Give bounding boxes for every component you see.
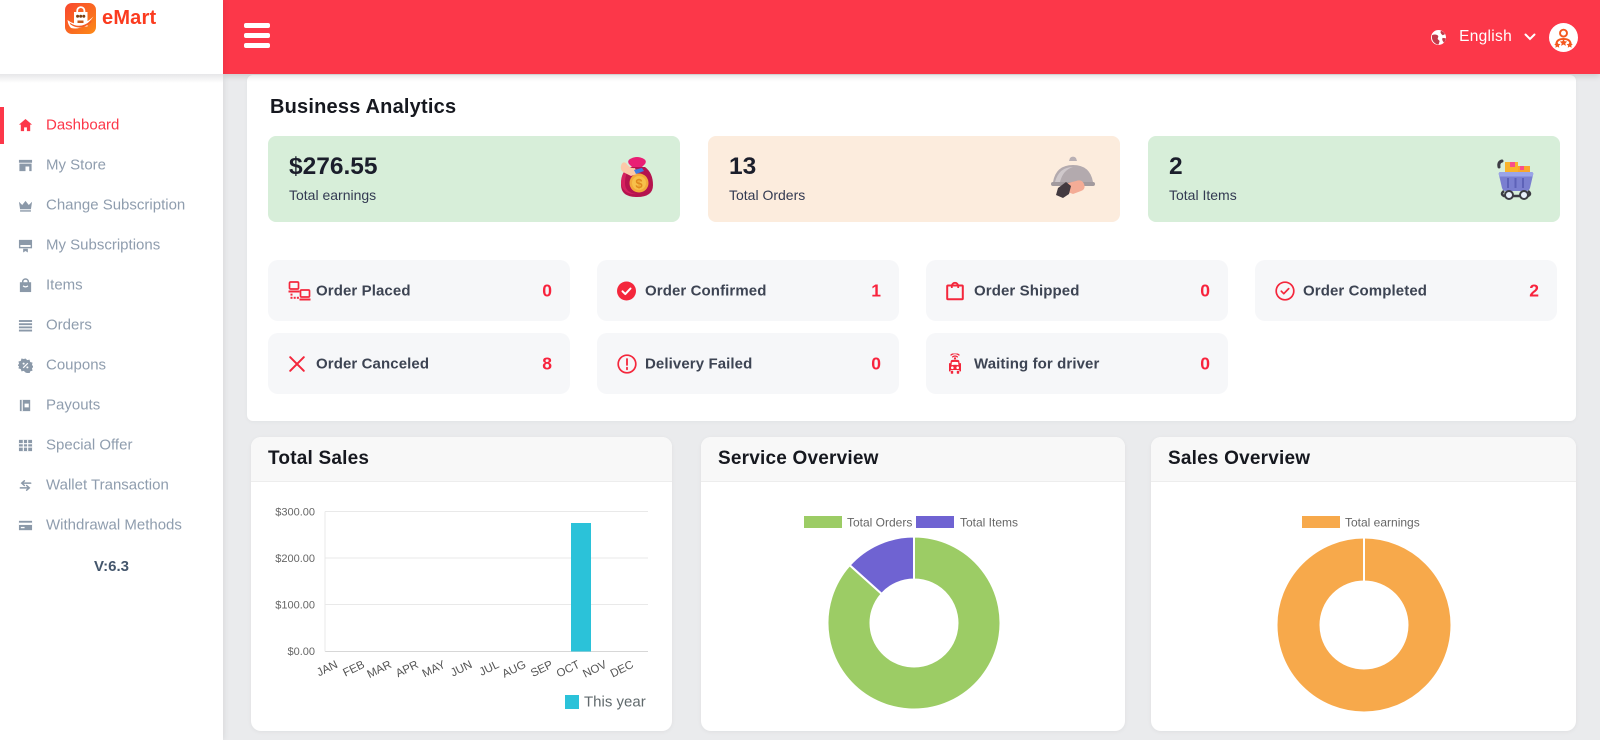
- svg-text:$: $: [635, 176, 643, 191]
- svg-text:FEB: FEB: [341, 659, 367, 680]
- svg-text:This year: This year: [584, 694, 646, 711]
- svg-text:APR: APR: [394, 659, 421, 680]
- svg-text:DEC: DEC: [609, 659, 636, 680]
- svg-text:JUN: JUN: [449, 659, 474, 680]
- svg-text:MAR: MAR: [365, 659, 393, 681]
- svg-text:Total earnings: Total earnings: [1345, 516, 1420, 530]
- svg-text:MAY: MAY: [421, 659, 448, 680]
- svg-text:$300.00: $300.00: [275, 507, 315, 519]
- svg-text:OCT: OCT: [555, 659, 582, 680]
- svg-text:$0.00: $0.00: [287, 646, 315, 658]
- svg-text:JUL: JUL: [478, 659, 502, 679]
- svg-text:JAN: JAN: [315, 659, 340, 679]
- svg-text:Total Items: Total Items: [960, 516, 1018, 530]
- svg-text:Total Orders: Total Orders: [847, 516, 912, 530]
- svg-text:NOV: NOV: [581, 659, 609, 681]
- svg-text:$100.00: $100.00: [275, 600, 315, 612]
- svg-text:$200.00: $200.00: [275, 553, 315, 565]
- svg-text:SEP: SEP: [529, 659, 555, 680]
- svg-text:AUG: AUG: [500, 659, 528, 681]
